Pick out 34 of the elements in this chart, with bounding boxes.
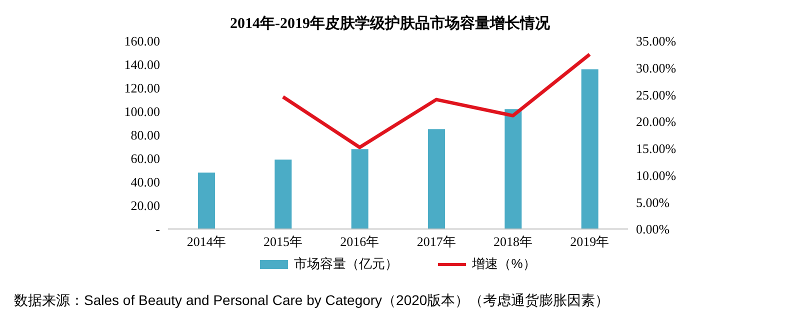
x-tick-label: 2016年 [340, 234, 380, 250]
bar [504, 109, 522, 229]
bar [428, 129, 445, 229]
y-tick-label: 120.00 [124, 80, 160, 96]
x-tick-label: 2015年 [264, 234, 302, 250]
y2-tick-label: 10.00% [636, 168, 676, 183]
y-tick-label: 140.00 [124, 57, 160, 72]
bar [581, 69, 598, 229]
x-tick-label: 2014年 [186, 234, 226, 250]
y-tick-label: 100.00 [124, 104, 160, 120]
bar [351, 149, 368, 229]
y-tick-label: 40.00 [130, 174, 160, 190]
y-tick-label: 160.00 [124, 34, 160, 49]
x-tick-label: 2018年 [494, 234, 532, 250]
y-tick-label: 60.00 [130, 151, 160, 166]
legend-label: 增速（%） [471, 255, 536, 273]
y-tick-label: - [156, 222, 160, 237]
y2-tick-label: 20.00% [636, 114, 676, 130]
bar [198, 172, 215, 229]
y2-tick-label: 0.00% [636, 222, 670, 237]
y2-tick-label: 25.00% [636, 87, 676, 102]
line-series [281, 52, 592, 150]
y-tick-label: 80.00 [130, 128, 160, 143]
y2-tick-label: 35.00% [636, 34, 676, 49]
y-tick-label: 20.00 [130, 198, 160, 214]
legend-label: 市场容量（亿元） [293, 255, 398, 273]
chart-title: 2014年-2019年皮肤学级护肤品市场容量增长情况 [229, 14, 551, 33]
x-tick-label: 2019年 [570, 234, 610, 250]
y2-tick-label: 5.00% [636, 194, 670, 210]
bar [274, 160, 292, 229]
x-tick-label: 2017年 [416, 234, 456, 250]
y2-tick-label: 15.00% [636, 141, 676, 156]
y2-tick-label: 30.00% [636, 60, 676, 76]
source-note: 数据来源：Sales of Beauty and Personal Care by Category（2020版本）（考虑通货膨胀因素） [14, 292, 610, 310]
